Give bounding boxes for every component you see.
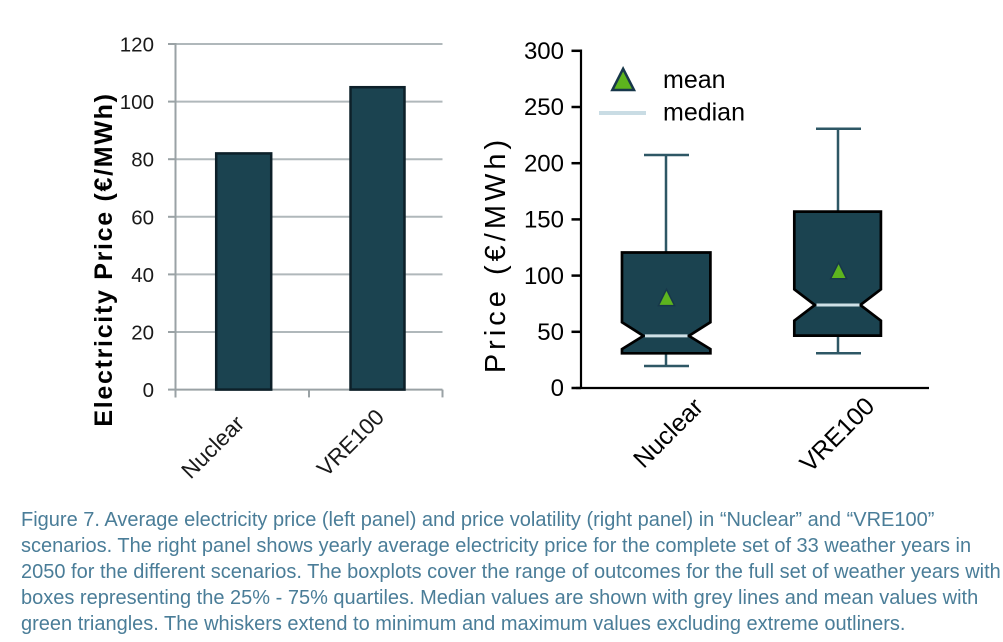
svg-text:VRE100: VRE100	[795, 392, 881, 478]
svg-text:mean: mean	[663, 66, 726, 94]
svg-text:0: 0	[143, 379, 154, 402]
svg-text:100: 100	[120, 91, 154, 114]
svg-text:Electricity Price (€/MWh): Electricity Price (€/MWh)	[90, 92, 118, 426]
svg-text:120: 120	[120, 34, 154, 57]
svg-text:200: 200	[524, 150, 564, 177]
svg-text:150: 150	[524, 207, 564, 234]
svg-text:Price (€/MWh): Price (€/MWh)	[480, 136, 512, 373]
svg-text:Nuclear: Nuclear	[177, 410, 250, 483]
svg-text:VRE100: VRE100	[312, 404, 389, 481]
svg-text:300: 300	[524, 38, 564, 65]
svg-text:250: 250	[524, 94, 564, 121]
svg-text:80: 80	[131, 149, 154, 172]
svg-text:100: 100	[524, 263, 564, 290]
svg-text:60: 60	[131, 206, 154, 229]
svg-text:20: 20	[131, 322, 154, 345]
svg-text:Nuclear: Nuclear	[628, 393, 709, 474]
svg-text:0: 0	[551, 375, 564, 402]
svg-text:40: 40	[131, 264, 154, 287]
svg-text:50: 50	[537, 319, 564, 346]
svg-text:median: median	[663, 99, 745, 127]
